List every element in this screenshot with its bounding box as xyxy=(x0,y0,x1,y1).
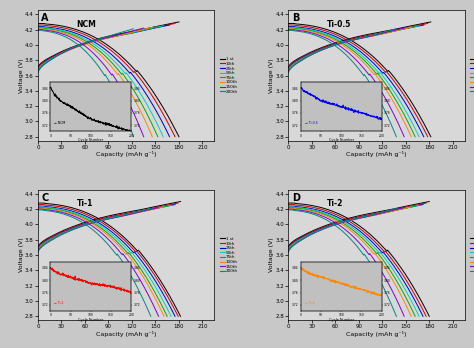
Legend: 1 st, 10th, 25th, 50th, 75th, 100th, 150th, 200th: 1 st, 10th, 25th, 50th, 75th, 100th, 150… xyxy=(218,235,239,275)
X-axis label: Capacity (mAh g⁻¹): Capacity (mAh g⁻¹) xyxy=(346,331,407,337)
Text: A: A xyxy=(41,13,49,23)
Text: B: B xyxy=(292,13,299,23)
Text: NCM: NCM xyxy=(77,19,97,29)
Text: D: D xyxy=(292,193,300,203)
Text: Ti-2: Ti-2 xyxy=(327,199,343,208)
Legend: 1 st, 10th, 25th, 50th, 75th, 100th, 150th, 200th: 1 st, 10th, 25th, 50th, 75th, 100th, 150… xyxy=(468,235,474,275)
Y-axis label: Voltage (V): Voltage (V) xyxy=(18,58,24,93)
X-axis label: Capacity (mAh g⁻¹): Capacity (mAh g⁻¹) xyxy=(96,331,156,337)
Legend: 1 st, 10th, 25th, 50th, 75th, 100th, 150th, 200th: 1 st, 10th, 25th, 50th, 75th, 100th, 150… xyxy=(468,56,474,95)
Y-axis label: Voltage (V): Voltage (V) xyxy=(269,238,274,272)
X-axis label: Capacity (mAh g⁻¹): Capacity (mAh g⁻¹) xyxy=(346,151,407,157)
Text: C: C xyxy=(41,193,49,203)
Text: Ti-1: Ti-1 xyxy=(77,199,93,208)
Y-axis label: Voltage (V): Voltage (V) xyxy=(18,238,24,272)
Text: Ti-0.5: Ti-0.5 xyxy=(327,19,351,29)
X-axis label: Capacity (mAh g⁻¹): Capacity (mAh g⁻¹) xyxy=(96,151,156,157)
Legend: 1 st, 10th, 25th, 50th, 75th, 100th, 150th, 200th: 1 st, 10th, 25th, 50th, 75th, 100th, 150… xyxy=(218,56,239,95)
Y-axis label: Voltage (V): Voltage (V) xyxy=(269,58,274,93)
